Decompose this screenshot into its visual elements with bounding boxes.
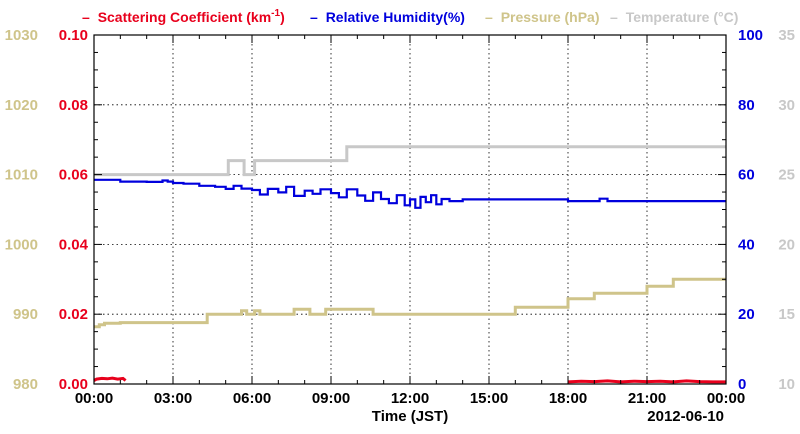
temperature-tick-label: 35 [778, 27, 795, 44]
x-tick-label: 03:00 [154, 390, 192, 407]
pressure-tick-label: 980 [13, 376, 38, 393]
legend-pressure: – Pressure (hPa) [485, 9, 600, 25]
x-tick-label: 00:00 [75, 390, 113, 407]
x-tick-label: 00:00 [707, 390, 745, 407]
legend-temperature: – Temperature (°C) [610, 9, 738, 25]
humidity-tick-label: 100 [738, 27, 763, 44]
legend-dash-humidity: – [310, 9, 318, 25]
x-tick-label: 12:00 [391, 390, 429, 407]
legend-humidity-label: Relative Humidity(%) [326, 9, 465, 25]
humidity-tick-label: 40 [738, 236, 755, 253]
pressure-tick-label: 1020 [5, 97, 38, 114]
legend-scattering-label: Scattering Coefficient (km [98, 9, 271, 25]
legend-scattering-close: ) [280, 9, 285, 25]
legend-pressure-label: Pressure (hPa) [501, 9, 600, 25]
x-tick-label: 06:00 [233, 390, 271, 407]
scattering-tick-label: 0.10 [59, 27, 88, 44]
x-tick-label: 18:00 [549, 390, 587, 407]
series-line-humidity [94, 178, 726, 209]
humidity-tick-label: 80 [738, 97, 755, 114]
legend-dash-scattering: – [82, 9, 90, 25]
pressure-tick-label: 1000 [5, 236, 38, 253]
legend-scattering: – Scattering Coefficient (km-1) [82, 8, 285, 25]
x-tick-label: 21:00 [628, 390, 666, 407]
legend: – Scattering Coefficient (km-1) – Relati… [82, 8, 738, 25]
temperature-tick-label: 15 [778, 306, 795, 323]
legend-scattering-sup: -1 [271, 8, 280, 19]
pressure-tick-label: 1010 [5, 167, 38, 184]
series-line-pressure [94, 277, 726, 329]
axes: 00:00 03:00 06:00 09:00 12:00 15:00 18:00 21:00… [5, 27, 795, 407]
humidity-tick-label: 60 [738, 167, 755, 184]
series-line-temperature [94, 145, 726, 177]
temperature-tick-label: 20 [778, 236, 795, 253]
pressure-tick-label: 1030 [5, 27, 38, 44]
temperature-tick-label: 10 [778, 376, 795, 393]
scattering-tick-label: 0.02 [59, 306, 88, 323]
pressure-tick-label: 990 [13, 306, 38, 323]
scattering-tick-label: 0.04 [59, 236, 89, 253]
x-tick-label: 15:00 [470, 390, 508, 407]
scattering-tick-label: 0.08 [59, 97, 88, 114]
scattering-tick-label: 0.00 [59, 376, 88, 393]
humidity-tick-label: 20 [738, 306, 755, 323]
x-axis-label: Time (JST) [372, 408, 448, 425]
temperature-tick-label: 30 [778, 97, 795, 114]
grid [94, 35, 726, 384]
legend-dash-pressure: – [485, 9, 493, 25]
legend-humidity: – Relative Humidity(%) [310, 9, 465, 25]
x-tick-label: 09:00 [312, 390, 350, 407]
date-label: 2012-06-10 [647, 408, 724, 425]
legend-dash-temperature: – [610, 9, 618, 25]
legend-temperature-label: Temperature (°C) [626, 9, 739, 25]
humidity-tick-label: 0 [738, 376, 746, 393]
plot-frame [93, 34, 727, 385]
temperature-tick-label: 25 [778, 167, 795, 184]
series-line-scattering [93, 376, 127, 382]
scattering-tick-label: 0.06 [59, 167, 88, 184]
